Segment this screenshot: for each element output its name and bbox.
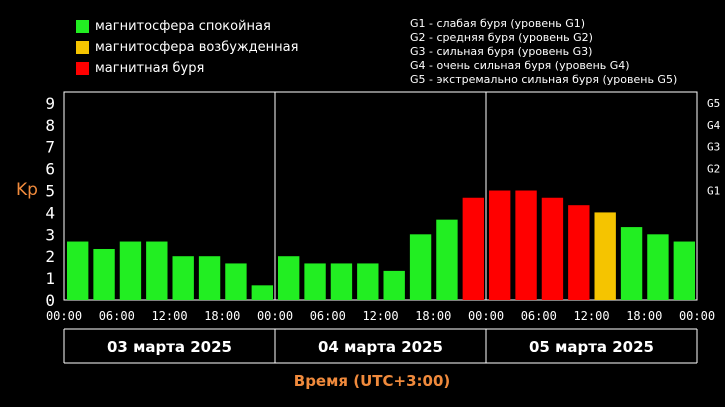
legend-storm-swatch	[76, 61, 89, 75]
legend-quiet: магнитосфера спокойная	[76, 17, 271, 35]
time-tick-label: 18:00	[204, 309, 240, 323]
time-tick-label: 06:00	[521, 309, 557, 323]
y-tick-label: 4	[45, 203, 55, 222]
time-tick-label: 00:00	[468, 309, 504, 323]
plot-frame	[63, 91, 698, 301]
kp-bar	[225, 263, 247, 300]
kp-bar	[93, 248, 115, 300]
kp-bar	[330, 263, 353, 300]
kp-bar	[383, 270, 405, 300]
time-tick-label: 00:00	[679, 309, 715, 323]
time-tick-label: 12:00	[151, 309, 187, 323]
g-tick-label: G5	[707, 97, 720, 110]
kp-bar	[620, 227, 643, 300]
legend-quiet-swatch	[76, 19, 89, 33]
day-label: 03 марта 2025	[107, 338, 232, 356]
g-level-1: G1 - слабая буря (уровень G1)	[410, 17, 586, 30]
kp-bar	[489, 190, 511, 300]
g-tick-label: G4	[707, 119, 721, 132]
legend-quiet-label: магнитосфера спокойная	[95, 18, 271, 34]
kp-bar	[119, 241, 142, 300]
kp-bar	[541, 197, 564, 300]
y-tick-label: 2	[45, 247, 55, 266]
g-tick-label: G2	[707, 163, 720, 176]
time-tick-label: 00:00	[257, 309, 293, 323]
y-tick-label: 6	[45, 160, 55, 179]
time-tick-label: 12:00	[362, 309, 398, 323]
time-tick-label: 00:00	[46, 309, 82, 323]
y-tick-label: 1	[45, 269, 55, 288]
kp-bar	[462, 197, 484, 300]
x-axis-label: Время (UTC+3:00)	[294, 372, 450, 390]
kp-bar	[146, 241, 168, 300]
y-tick-label: 3	[45, 225, 55, 244]
kp-bar	[172, 256, 194, 300]
kp-bar	[304, 263, 326, 300]
g-level-2: G2 - средняя буря (уровень G2)	[410, 31, 593, 44]
time-tick-label: 18:00	[626, 309, 662, 323]
kp-bar	[357, 263, 379, 300]
day-label: 04 марта 2025	[318, 338, 443, 356]
kp-bar	[198, 256, 221, 300]
y-tick-label: 0	[45, 291, 55, 310]
kp-bar	[647, 234, 669, 300]
kp-bar	[436, 219, 458, 300]
g-tick-label: G3	[707, 141, 720, 154]
legend-storm-label: магнитная буря	[95, 60, 205, 76]
kp-bar	[67, 241, 89, 300]
y-tick-label: 9	[45, 94, 55, 113]
g-level-3: G3 - сильная буря (уровень G3)	[410, 45, 593, 58]
time-tick-label: 06:00	[310, 309, 346, 323]
y-axis-label: Kp	[16, 180, 38, 200]
time-tick-label: 06:00	[99, 309, 135, 323]
g-level-5: G5 - экстремально сильная буря (уровень …	[410, 73, 678, 86]
legend-excited-swatch	[76, 40, 89, 54]
time-tick-label: 18:00	[415, 309, 451, 323]
kp-bar	[409, 234, 432, 300]
legend-excited: магнитосфера возбужденная	[76, 38, 298, 56]
kp-bar	[251, 285, 273, 300]
y-tick-label: 5	[45, 182, 55, 201]
y-tick-label: 7	[45, 138, 55, 157]
y-tick-label: 8	[45, 116, 55, 135]
kp-bar	[594, 212, 616, 300]
g-tick-label: G1	[707, 185, 720, 198]
time-tick-label: 12:00	[573, 309, 609, 323]
kp-bar	[673, 241, 695, 300]
legend-storm: магнитная буря	[76, 59, 204, 77]
g-level-4: G4 - очень сильная буря (уровень G4)	[410, 59, 630, 72]
kp-bar	[515, 190, 537, 300]
legend-excited-label: магнитосфера возбужденная	[95, 39, 299, 55]
kp-bar	[568, 205, 590, 300]
day-label: 05 марта 2025	[529, 338, 654, 356]
kp-bar	[278, 256, 300, 300]
